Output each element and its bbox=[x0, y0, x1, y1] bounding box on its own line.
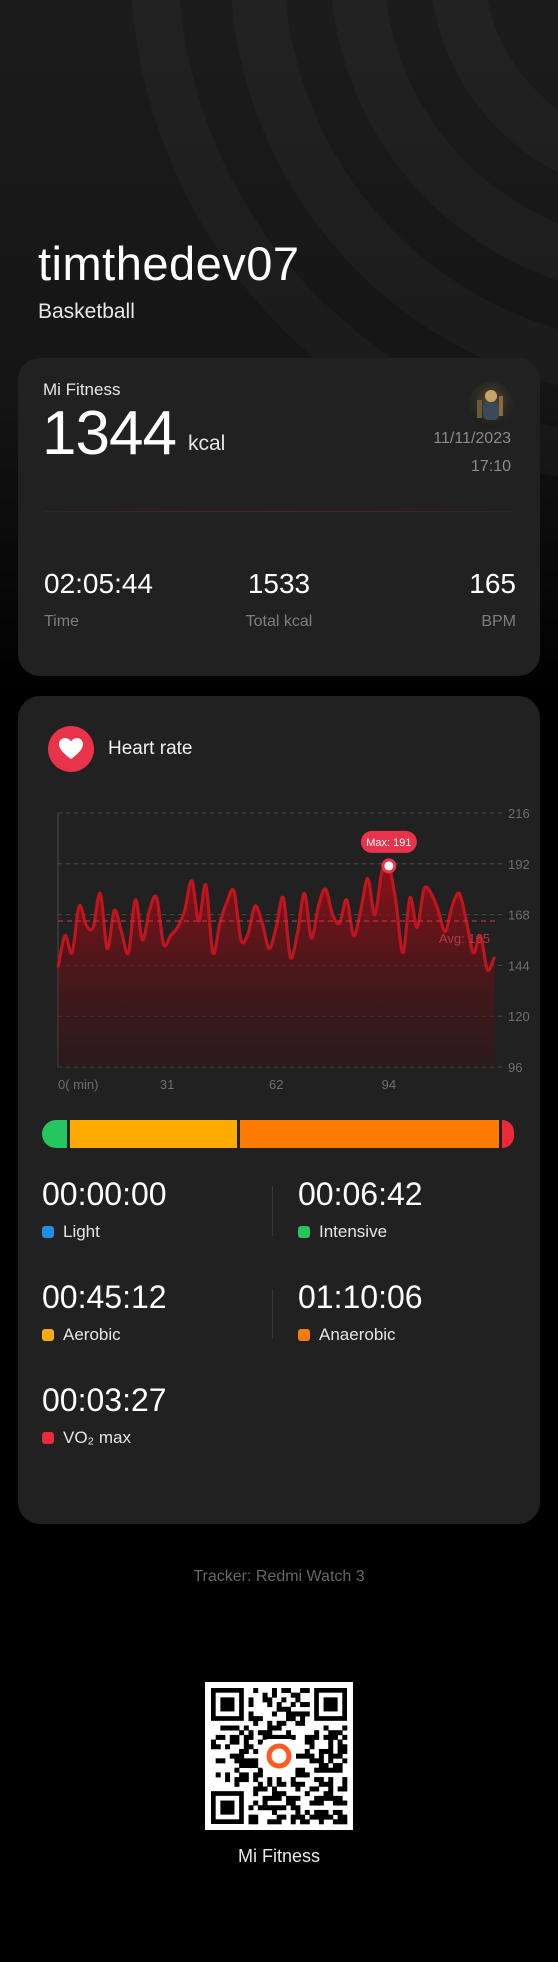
zone-light-label: Light bbox=[63, 1222, 100, 1241]
divider bbox=[272, 1186, 273, 1236]
avatar[interactable] bbox=[468, 382, 514, 428]
zone-anaerobic-time: 01:10:06 bbox=[298, 1279, 423, 1315]
qr-code-image bbox=[211, 1688, 348, 1825]
avatar-image bbox=[477, 390, 503, 420]
zone-aerobic-swatch bbox=[42, 1329, 54, 1341]
heart-rate-card: Heart rate Avg: 165 Max: 191 216 192 168 14… bbox=[18, 696, 540, 1524]
username: timthedev07 bbox=[38, 237, 300, 290]
zone-aerobic-label: Aerobic bbox=[63, 1325, 121, 1344]
y-tick-label: 120 bbox=[508, 1009, 530, 1024]
qr-code[interactable] bbox=[205, 1682, 353, 1830]
x-tick-label: 62 bbox=[269, 1077, 283, 1092]
x-tick-label: 94 bbox=[382, 1077, 396, 1092]
zone-bar-segment bbox=[42, 1120, 68, 1148]
heart-rate-chart: Avg: 165 Max: 191 216 192 168 144 120 96 0( m… bbox=[56, 806, 530, 1092]
bpm-value: 165 bbox=[469, 568, 516, 599]
zone-intensive-time: 00:06:42 bbox=[298, 1176, 423, 1212]
zone-bar-segment bbox=[240, 1120, 500, 1148]
zone-light-swatch bbox=[42, 1226, 54, 1238]
y-tick-label: 144 bbox=[508, 958, 530, 973]
calories-unit: kcal bbox=[188, 432, 226, 455]
duration-label: Time bbox=[44, 613, 79, 630]
divider bbox=[272, 1289, 273, 1339]
zone-light-time: 00:00:00 bbox=[42, 1176, 167, 1212]
y-tick-label: 216 bbox=[508, 806, 530, 821]
qr-app-label: Mi Fitness bbox=[237, 1846, 320, 1866]
average-label: Avg: 165 bbox=[439, 931, 490, 946]
zone-bar-segment bbox=[502, 1120, 515, 1148]
workout-summary-card: Mi Fitness 1344 kcal 11/11/2023 17:10 02… bbox=[18, 358, 540, 676]
total-kcal-value: 1533 bbox=[247, 568, 311, 599]
heart-rate-area bbox=[58, 863, 495, 1067]
zone-vo2max-time: 00:03:27 bbox=[42, 1382, 167, 1418]
max-label: Max: 191 bbox=[366, 837, 411, 849]
mi-fitness-logo-icon bbox=[266, 1743, 292, 1769]
zone-bar-segment bbox=[70, 1120, 238, 1148]
bpm-label: BPM bbox=[481, 613, 516, 630]
max-marker: Max: 191 bbox=[360, 830, 417, 874]
workout-time: 17:10 bbox=[470, 458, 511, 475]
heart-rate-title: Heart rate bbox=[108, 738, 193, 759]
duration-value: 02:05:44 bbox=[44, 568, 153, 599]
y-tick-label: 192 bbox=[508, 857, 530, 872]
total-kcal-label: Total kcal bbox=[245, 613, 313, 630]
divider bbox=[44, 511, 514, 512]
y-tick-label: 96 bbox=[508, 1060, 522, 1075]
y-tick-label: 168 bbox=[508, 908, 530, 923]
zone-anaerobic-swatch bbox=[298, 1329, 310, 1341]
tracker-device: Tracker: Redmi Watch 3 bbox=[193, 1568, 365, 1585]
x-tick-label: 0( min) bbox=[58, 1077, 98, 1092]
brand-label: Mi Fitness bbox=[43, 380, 121, 399]
workout-date: 11/11/2023 bbox=[433, 430, 511, 447]
x-tick-label: 31 bbox=[160, 1077, 174, 1092]
zone-anaerobic-label: Anaerobic bbox=[319, 1325, 396, 1344]
zone-vo2max-swatch bbox=[42, 1432, 54, 1444]
heart-rate-line bbox=[56, 862, 496, 972]
zone-aerobic-time: 00:45:12 bbox=[42, 1279, 167, 1315]
zone-vo2max-label: VO₂ max bbox=[63, 1428, 131, 1447]
heart-icon bbox=[48, 726, 94, 772]
calories-value: 1344 bbox=[42, 399, 177, 468]
zone-intensive-swatch bbox=[298, 1226, 310, 1238]
zone-intensive-label: Intensive bbox=[319, 1222, 388, 1241]
sport-name: Basketball bbox=[38, 300, 135, 323]
